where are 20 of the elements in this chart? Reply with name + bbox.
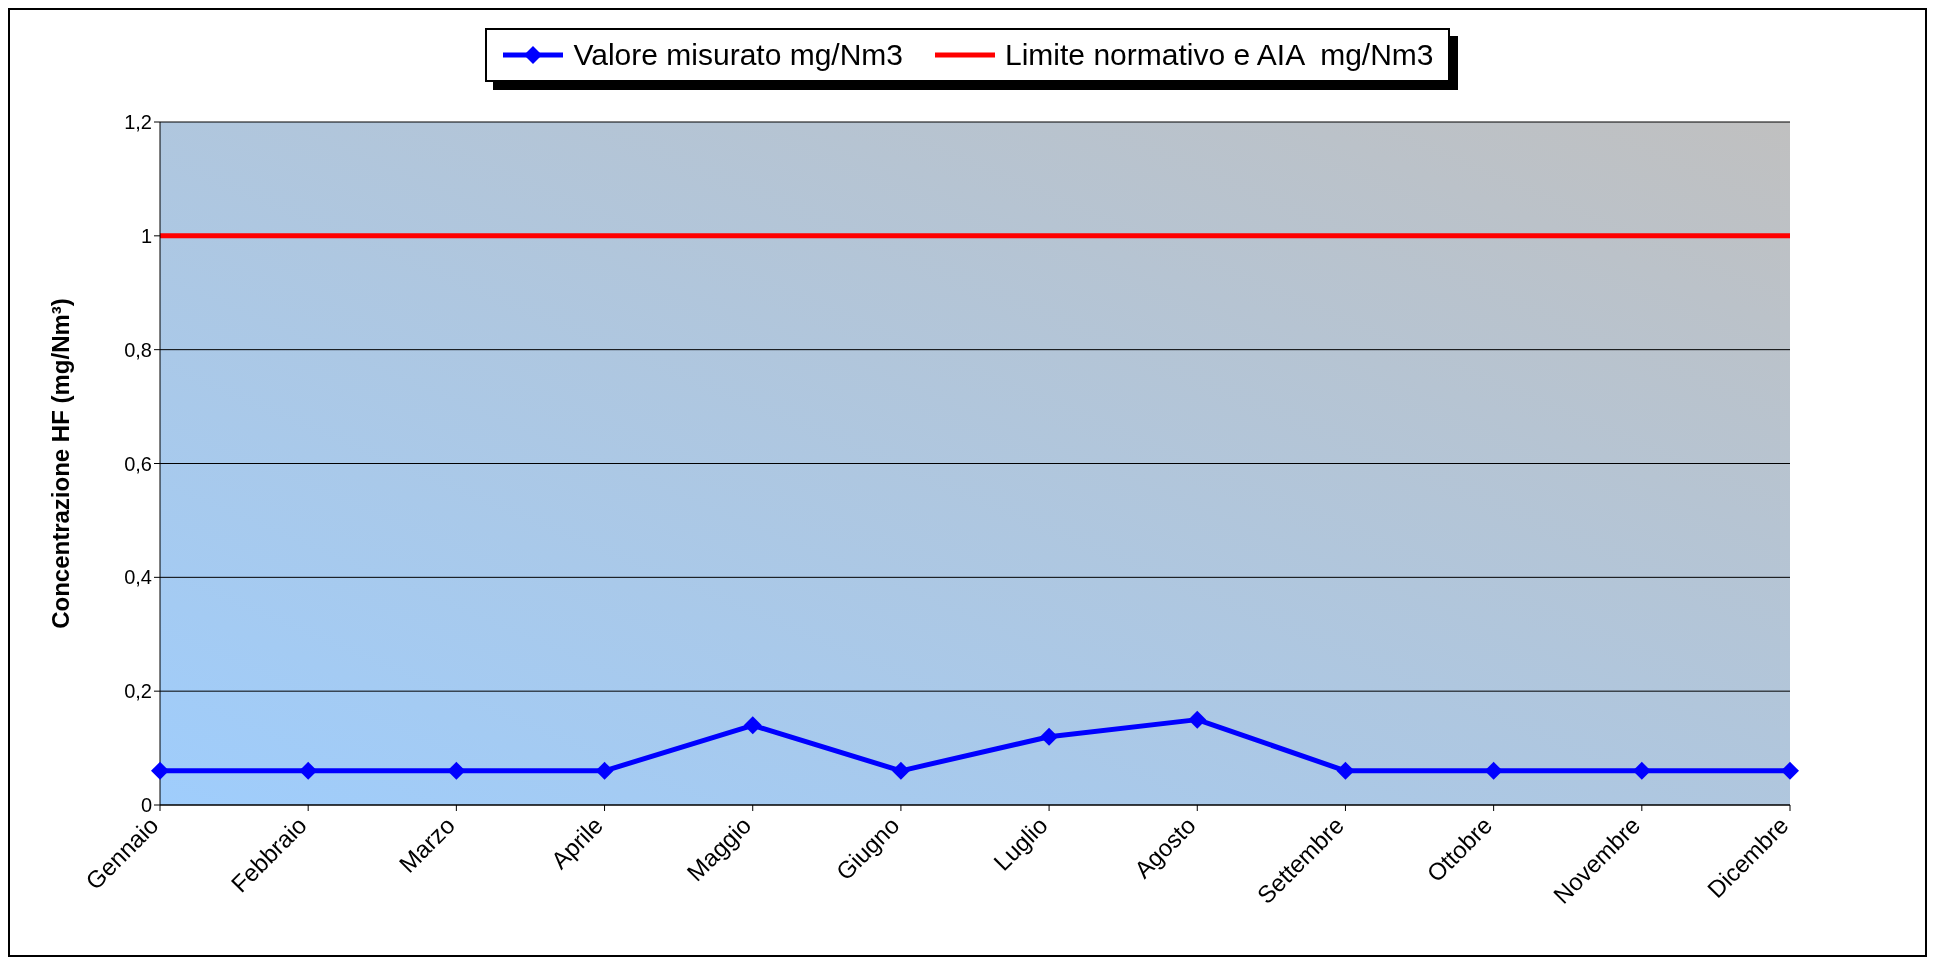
legend-label: Valore misurato mg/Nm3 [573,38,904,72]
y-tick-label: 0,6 [124,452,152,475]
point [1188,710,1207,729]
y-tick-label: 0,2 [124,680,152,703]
y-tick-label: 0 [140,794,152,817]
point [1781,761,1799,780]
point [891,761,910,780]
y-tick-label: 0,4 [124,566,152,589]
legend-label: Limite normativo e AIA mg/Nm3 [1005,38,1434,72]
y-tick-label: 1 [140,224,152,247]
point [1484,761,1503,780]
point [595,761,614,780]
point [1336,761,1355,780]
y-tick-label: 1,2 [124,111,152,134]
point [1040,727,1059,746]
point [743,716,762,735]
y-axis-title: Concentrazione HF (mg/Nm³) [46,298,74,629]
point [151,761,169,780]
y-tick-label: 0,8 [124,338,152,361]
point [447,761,466,780]
